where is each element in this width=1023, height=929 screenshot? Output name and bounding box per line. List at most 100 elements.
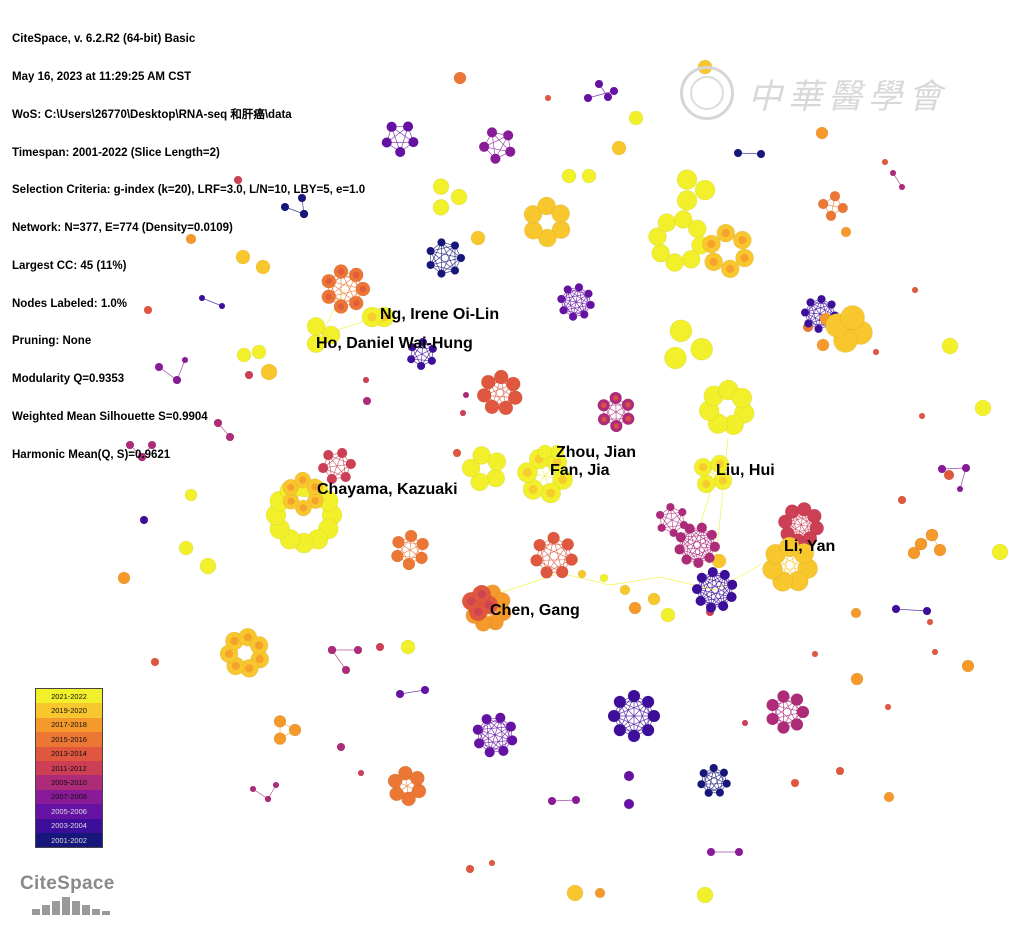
author-node[interactable] — [911, 286, 919, 294]
author-node[interactable] — [716, 223, 736, 243]
author-node[interactable] — [922, 606, 932, 616]
author-node[interactable] — [664, 346, 687, 370]
author-node[interactable] — [584, 289, 593, 299]
author-node[interactable] — [613, 723, 627, 737]
author-node[interactable] — [450, 241, 460, 250]
author-node[interactable] — [777, 721, 790, 734]
author-node[interactable] — [623, 798, 635, 810]
author-node[interactable] — [139, 515, 149, 525]
author-node[interactable] — [178, 540, 194, 556]
author-node[interactable] — [883, 791, 895, 803]
author-node[interactable] — [704, 552, 715, 564]
author-node[interactable] — [493, 369, 509, 385]
author-node[interactable] — [353, 645, 363, 655]
author-node[interactable] — [621, 412, 635, 426]
author-node[interactable] — [251, 344, 267, 360]
author-node[interactable] — [404, 529, 418, 543]
author-node[interactable] — [559, 305, 568, 315]
author-node[interactable] — [264, 795, 272, 803]
author-node[interactable] — [272, 781, 280, 789]
author-node[interactable] — [563, 285, 573, 294]
author-node[interactable] — [486, 127, 498, 138]
author-node[interactable] — [814, 324, 823, 334]
author-node[interactable] — [487, 452, 507, 471]
author-node[interactable] — [641, 695, 655, 709]
author-node[interactable] — [806, 298, 815, 307]
author-node[interactable] — [898, 183, 906, 191]
author-node[interactable] — [594, 887, 606, 899]
author-node[interactable] — [704, 252, 723, 272]
author-node[interactable] — [627, 729, 641, 743]
author-node[interactable] — [579, 310, 589, 319]
author-node[interactable] — [800, 308, 810, 317]
author-node[interactable] — [456, 253, 466, 263]
author-node[interactable] — [766, 712, 779, 726]
author-node[interactable] — [517, 462, 538, 483]
author-node[interactable] — [530, 554, 543, 567]
author-node[interactable] — [581, 168, 597, 184]
author-node[interactable] — [546, 452, 568, 473]
author-node[interactable] — [693, 457, 713, 477]
author-node[interactable] — [432, 178, 450, 195]
author-node[interactable] — [185, 233, 197, 245]
author-node[interactable] — [651, 243, 670, 263]
author-node[interactable] — [336, 447, 348, 459]
author-node[interactable] — [881, 158, 889, 166]
author-node[interactable] — [480, 374, 496, 390]
author-node[interactable] — [690, 337, 713, 361]
author-node[interactable] — [974, 399, 992, 417]
author-node[interactable] — [697, 779, 706, 789]
author-node[interactable] — [459, 409, 467, 417]
author-node[interactable] — [249, 785, 257, 793]
author-node[interactable] — [470, 472, 490, 492]
author-node[interactable] — [345, 458, 357, 470]
author-node[interactable] — [400, 639, 416, 655]
author-node[interactable] — [306, 492, 324, 510]
author-node[interactable] — [321, 273, 337, 289]
author-node[interactable] — [505, 721, 517, 732]
author-node[interactable] — [428, 344, 438, 354]
author-node[interactable] — [322, 449, 334, 461]
author-node[interactable] — [387, 773, 403, 789]
author-node[interactable] — [340, 471, 352, 483]
author-node[interactable] — [321, 289, 337, 305]
author-node[interactable] — [715, 788, 725, 797]
author-node[interactable] — [561, 538, 575, 551]
author-node[interactable] — [583, 93, 593, 103]
author-node[interactable] — [260, 363, 278, 381]
author-node[interactable] — [778, 514, 793, 530]
author-node[interactable] — [790, 718, 804, 731]
author-node[interactable] — [472, 584, 492, 604]
author-node[interactable] — [507, 390, 523, 406]
author-node[interactable] — [829, 190, 841, 202]
author-node[interactable] — [884, 703, 892, 711]
author-node[interactable] — [391, 549, 404, 563]
author-node[interactable] — [790, 693, 804, 706]
author-node[interactable] — [628, 110, 644, 126]
author-node[interactable] — [793, 543, 815, 564]
author-node[interactable] — [603, 92, 613, 102]
author-node[interactable] — [282, 478, 300, 496]
author-node[interactable] — [907, 546, 921, 560]
author-node[interactable] — [599, 573, 609, 583]
author-node[interactable] — [726, 591, 737, 603]
author-node[interactable] — [297, 193, 307, 203]
author-node[interactable] — [717, 600, 729, 612]
author-node[interactable] — [613, 695, 627, 709]
author-node[interactable] — [777, 690, 790, 703]
author-node[interactable] — [594, 79, 604, 89]
author-node[interactable] — [420, 685, 430, 695]
author-node[interactable] — [665, 253, 684, 272]
author-node[interactable] — [506, 735, 518, 746]
author-node[interactable] — [675, 531, 687, 543]
author-node[interactable] — [410, 770, 425, 786]
author-node[interactable] — [676, 190, 698, 211]
author-node[interactable] — [498, 400, 514, 416]
author-node[interactable] — [571, 795, 581, 805]
author-node[interactable] — [143, 305, 153, 315]
author-node[interactable] — [931, 648, 939, 656]
author-node[interactable] — [699, 768, 708, 778]
author-node[interactable] — [402, 121, 414, 132]
author-node[interactable] — [333, 264, 349, 279]
author-node[interactable] — [956, 485, 964, 493]
